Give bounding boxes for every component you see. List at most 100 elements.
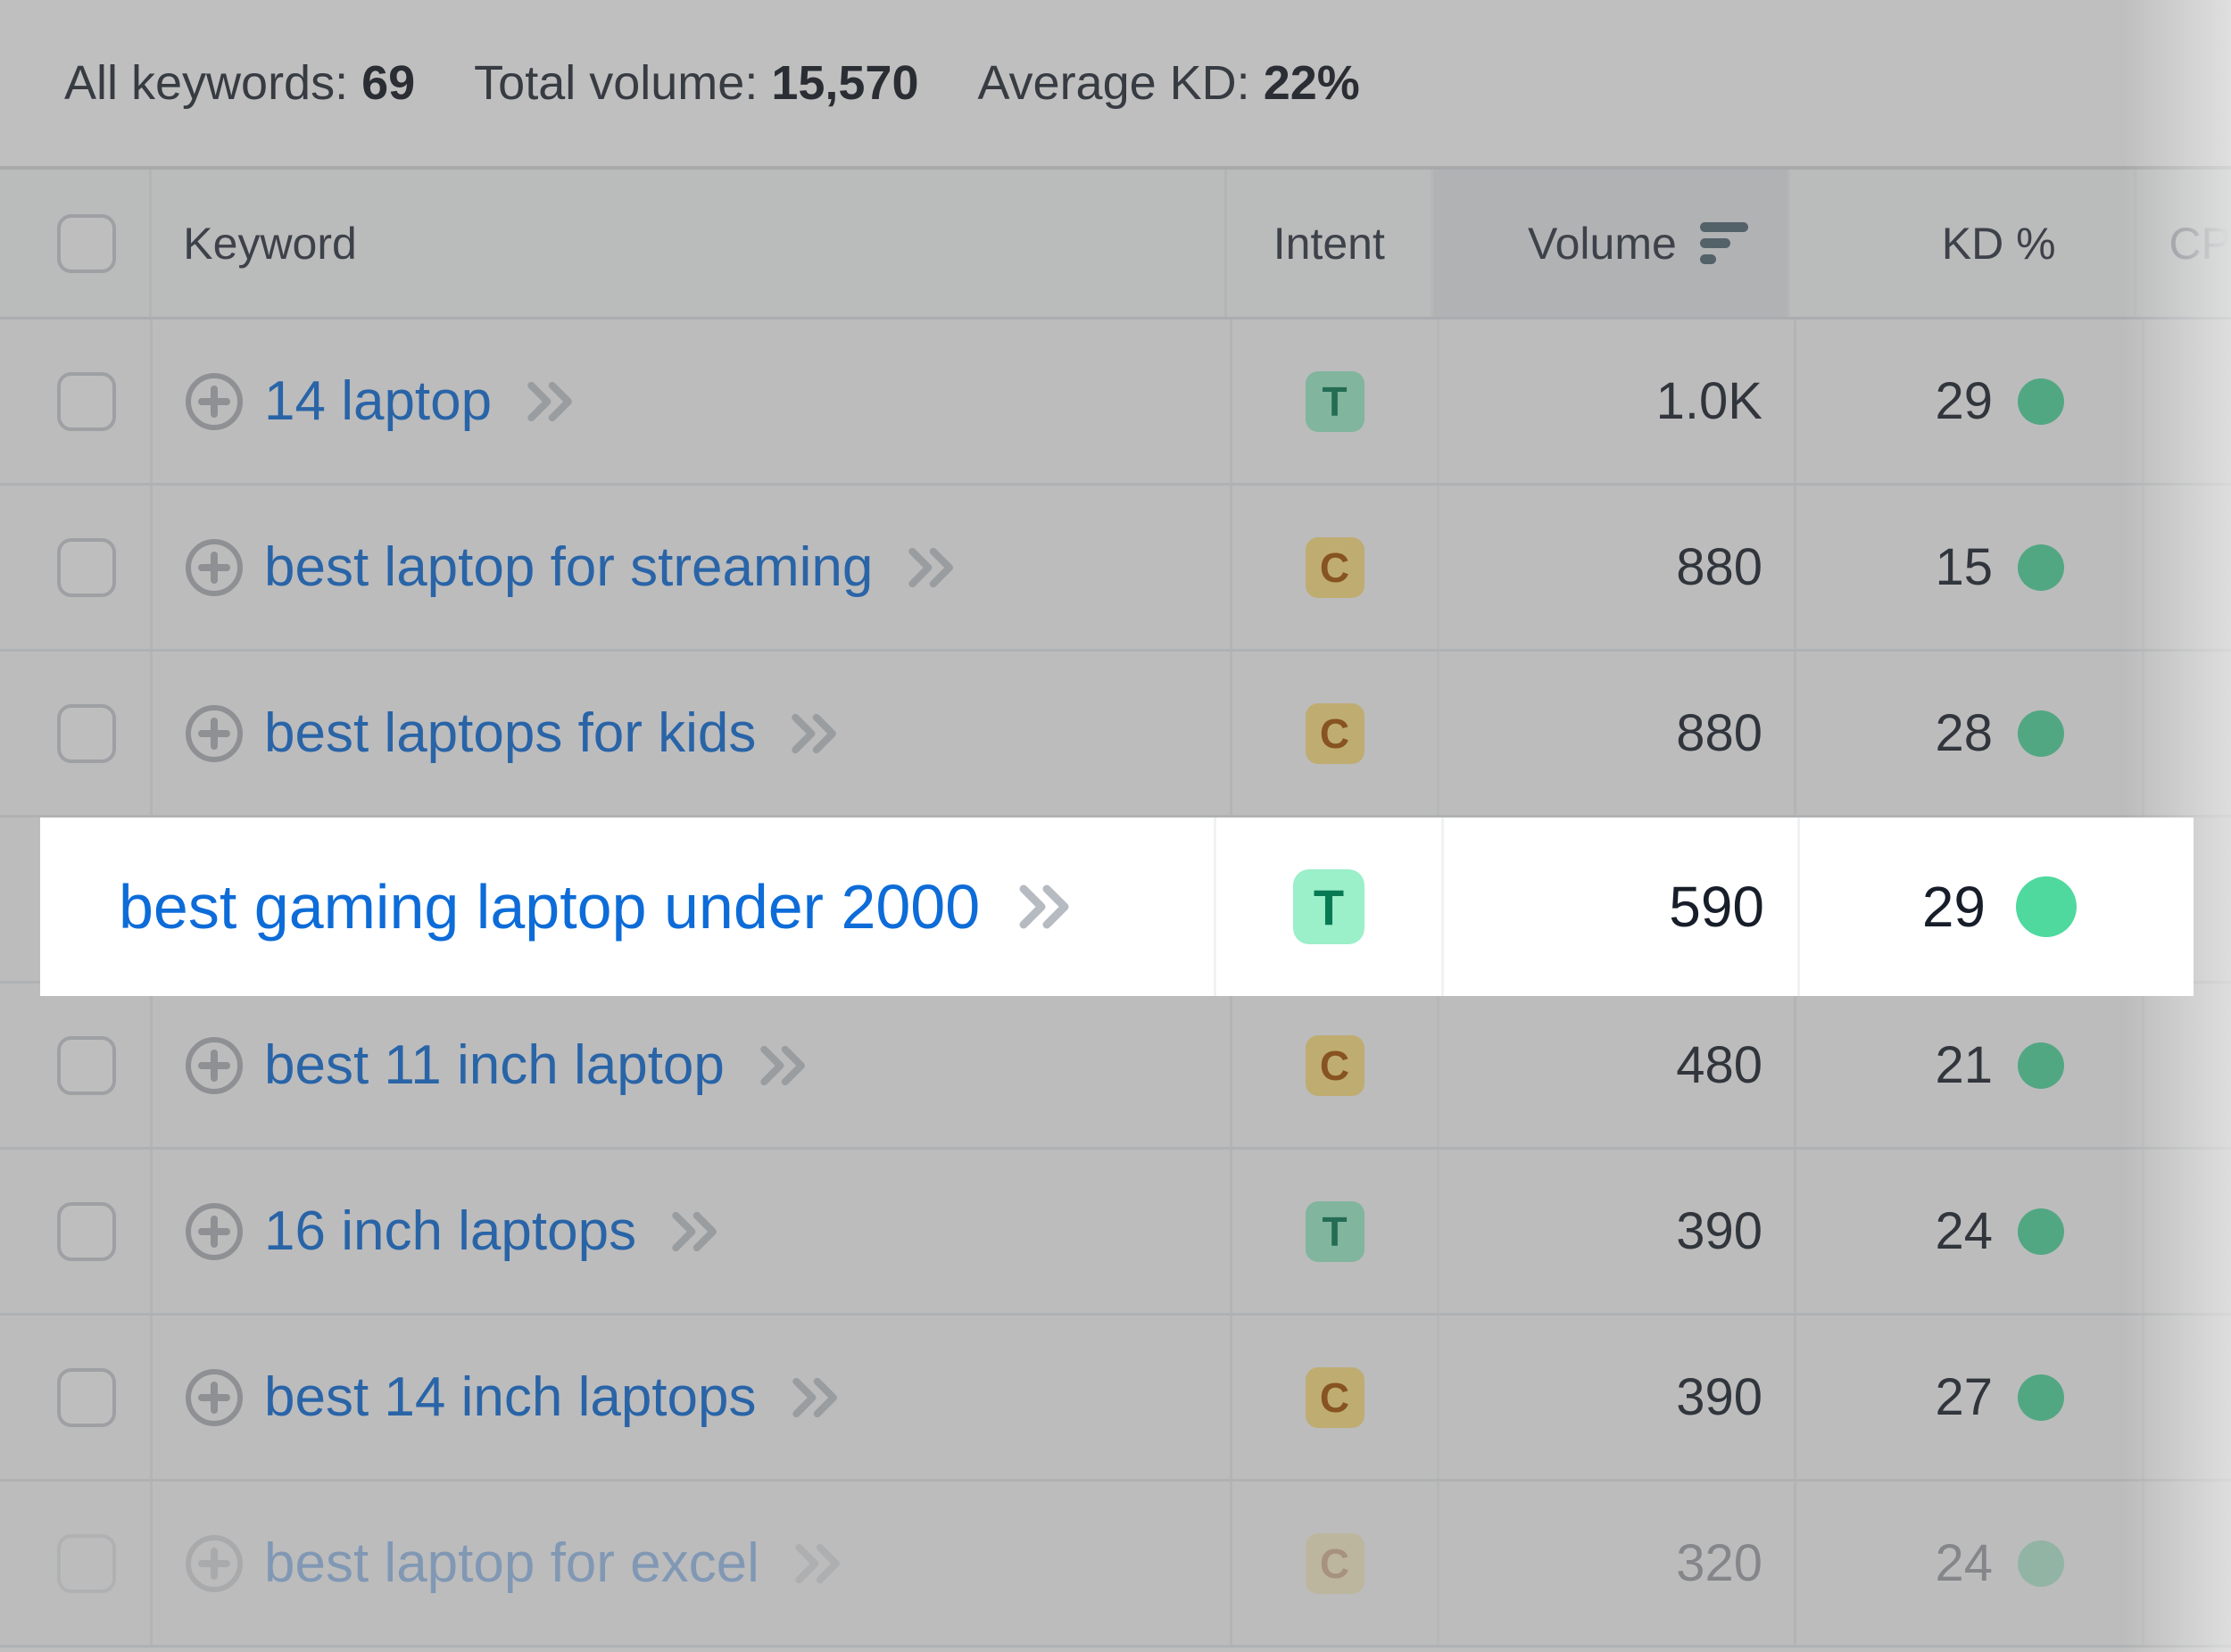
kd-column-label: KD % (1941, 218, 2056, 269)
intent-badge-commercial: C (1305, 1532, 1364, 1594)
keyword-column-label: Keyword (183, 218, 357, 269)
keyword-link[interactable]: best 11 inch laptop (264, 1034, 725, 1096)
cpc-cell (2142, 486, 2231, 649)
double-chevron-icon[interactable] (759, 1043, 809, 1088)
add-keyword-plus-icon[interactable] (184, 537, 245, 598)
kd-value: 15 (1935, 538, 1993, 596)
cpc-cell (2142, 1316, 2231, 1479)
kd-difficulty-dot (2018, 1540, 2064, 1587)
row-checkbox-cell (0, 984, 150, 1147)
intent-cell: C (1230, 984, 1437, 1147)
row-checkbox-cell (0, 1150, 150, 1313)
keyword-cell: 16 inch laptops (150, 1150, 1230, 1313)
add-keyword-plus-icon[interactable] (184, 1035, 245, 1096)
row-checkbox[interactable] (57, 1367, 116, 1427)
kd-cell: 27 (1794, 1316, 2142, 1479)
row-checkbox-cell (0, 1316, 150, 1479)
keyword-cell: best 14 inch laptops (150, 1316, 1230, 1479)
volume-cell: 320 (1437, 1482, 1794, 1645)
intent-cell: T (1230, 320, 1437, 483)
add-keyword-plus-icon[interactable] (184, 371, 245, 432)
kd-value: 24 (1935, 1202, 1993, 1260)
intent-column-label: Intent (1273, 218, 1385, 269)
column-header-intent[interactable]: Intent (1224, 170, 1431, 317)
volume-value: 480 (1676, 1036, 1762, 1094)
double-chevron-icon[interactable] (526, 379, 576, 424)
row-checkbox[interactable] (57, 1533, 116, 1593)
stat-average-kd: Average KD: 22% (978, 55, 1360, 111)
add-keyword-plus-icon[interactable] (184, 1533, 245, 1594)
all-keywords-label: All keywords: (64, 56, 349, 110)
total-volume-label: Total volume: (474, 56, 759, 110)
kd-difficulty-dot (2018, 1374, 2064, 1421)
keyword-link[interactable]: best laptop for excel (264, 1532, 759, 1594)
sort-descending-icon[interactable] (1699, 222, 1748, 264)
table-row: 16 inch laptops T 390 24 (0, 1150, 2231, 1316)
cpc-cell (2142, 984, 2231, 1147)
table-row: 14 laptop T 1.0K 29 (0, 320, 2231, 486)
keyword-cell: best 11 inch laptop (150, 984, 1230, 1147)
stat-all-keywords: All keywords: 69 (64, 55, 415, 111)
volume-value: 880 (1676, 538, 1762, 596)
kd-value: 29 (1935, 372, 1993, 430)
all-keywords-value: 69 (361, 56, 416, 110)
double-chevron-icon[interactable] (907, 545, 957, 590)
select-all-checkbox[interactable] (57, 213, 116, 273)
column-header-kd[interactable]: KD % (1786, 170, 2134, 317)
column-header-keyword[interactable]: Keyword (149, 170, 1224, 317)
volume-value: 590 (1669, 875, 1764, 939)
keyword-link[interactable]: best gaming laptop under 2000 (119, 872, 981, 942)
kd-value: 24 (1935, 1534, 1993, 1592)
kd-difficulty-dot (2018, 544, 2064, 591)
cpc-cell (2142, 1482, 2231, 1645)
double-chevron-icon[interactable] (670, 1209, 720, 1254)
column-header-volume[interactable]: Volume (1431, 170, 1787, 317)
volume-value: 390 (1676, 1368, 1762, 1426)
row-checkbox[interactable] (57, 1201, 116, 1261)
double-chevron-icon[interactable] (791, 1375, 841, 1420)
kd-cell: 21 (1794, 984, 2142, 1147)
volume-cell: 390 (1437, 1316, 1794, 1479)
kd-value: 29 (1921, 875, 1986, 939)
keyword-link[interactable]: best 14 inch laptops (264, 1366, 757, 1428)
volume-value: 320 (1676, 1534, 1762, 1592)
column-header-cpc[interactable]: CP (2133, 170, 2231, 317)
intent-badge-transactional: T (1305, 370, 1364, 432)
keyword-link[interactable]: best laptops for kids (264, 702, 757, 764)
row-checkbox-cell (0, 1482, 150, 1645)
add-keyword-plus-icon[interactable] (184, 1367, 245, 1428)
volume-cell: 390 (1437, 1150, 1794, 1313)
volume-value: 390 (1676, 1202, 1762, 1260)
row-checkbox[interactable] (57, 703, 116, 763)
highlighted-keyword-cell: best gaming laptop under 2000 (40, 818, 1214, 996)
keyword-link[interactable]: best laptop for streaming (264, 536, 874, 598)
keyword-link[interactable]: 16 inch laptops (264, 1200, 637, 1262)
table-header-row: Keyword Intent Volume KD % CP (0, 166, 2231, 320)
volume-cell: 480 (1437, 984, 1794, 1147)
kd-cell: 29 (1794, 320, 2142, 483)
double-chevron-icon[interactable] (1017, 883, 1073, 931)
row-checkbox[interactable] (57, 1035, 116, 1095)
cpc-cell (2142, 652, 2231, 815)
row-checkbox[interactable] (57, 537, 116, 597)
intent-badge-transactional: T (1293, 869, 1364, 944)
row-checkbox-cell (0, 486, 150, 649)
highlighted-kd-cell: 29 (1797, 818, 2156, 996)
highlighted-row-card[interactable]: best gaming laptop under 2000 T 590 29 (40, 818, 2194, 996)
double-chevron-icon[interactable] (793, 1541, 843, 1586)
add-keyword-plus-icon[interactable] (184, 703, 245, 764)
kd-difficulty-dot (2018, 378, 2064, 425)
row-checkbox[interactable] (57, 371, 116, 431)
volume-cell: 1.0K (1437, 320, 1794, 483)
add-keyword-plus-icon[interactable] (184, 1201, 245, 1262)
row-checkbox-cell (0, 320, 150, 483)
kd-value: 21 (1935, 1036, 1993, 1094)
volume-value: 880 (1676, 704, 1762, 762)
double-chevron-icon[interactable] (790, 711, 840, 756)
table-row: best 11 inch laptop C 480 21 (0, 984, 2231, 1150)
stat-total-volume: Total volume: 15,570 (474, 55, 918, 111)
keyword-link[interactable]: 14 laptop (264, 370, 493, 432)
intent-badge-transactional: T (1305, 1200, 1364, 1262)
keyword-cell: 14 laptop (150, 320, 1230, 483)
